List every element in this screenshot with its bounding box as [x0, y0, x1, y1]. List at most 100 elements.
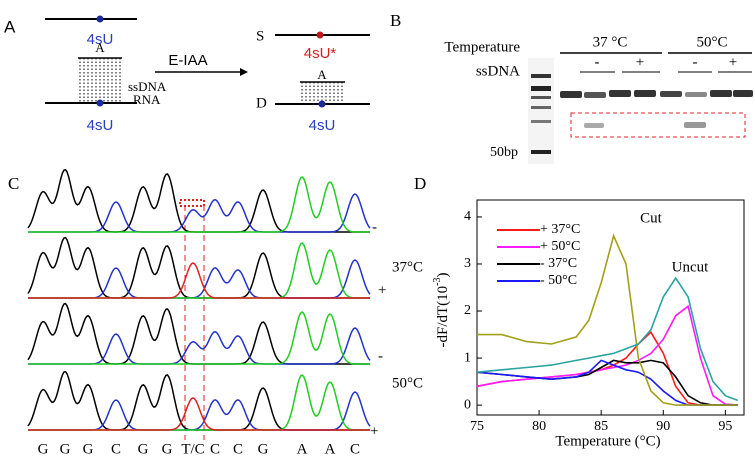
panel-d: D Temperature (°C) -dF/dT(10-3) Cut Uncu… [414, 174, 745, 449]
band [584, 123, 604, 128]
temp-label: 37 °C [593, 34, 628, 50]
base-label: G [60, 441, 71, 457]
state-label: + [729, 54, 737, 70]
base-label: G [138, 441, 149, 457]
ladder-band [531, 120, 551, 123]
base-label: C [111, 441, 121, 457]
trace [28, 311, 370, 365]
temp-label: 37°C [392, 259, 423, 275]
base-label: G [38, 441, 49, 457]
label: ssDNA [128, 79, 167, 94]
band [560, 91, 582, 98]
base-label: C [350, 441, 360, 457]
legend-label: + 50°C [540, 239, 580, 254]
trace [27, 236, 370, 299]
row-label: - [372, 219, 377, 235]
ladder-band [531, 96, 551, 99]
nucleotide-dot [96, 99, 104, 107]
band [609, 90, 631, 97]
y-axis-label: -dF/dT(10-3) [432, 272, 451, 347]
base-label: G [83, 441, 94, 457]
annotation: Cut [640, 210, 663, 226]
base-label: G [162, 441, 173, 457]
base-label: T/C [181, 441, 204, 457]
panel-b: B Temperature ssDNA 37 °C 50°C - + - + [390, 11, 753, 164]
base-label: A [325, 441, 336, 457]
ladder-lane [528, 58, 554, 164]
label: D [256, 95, 267, 111]
band [685, 92, 707, 97]
y-axis-label-sup: -3 [432, 277, 443, 285]
plot-frame [476, 199, 745, 416]
x-tick-label: 85 [594, 419, 608, 434]
base-label: C [210, 441, 220, 457]
label: 4sU [87, 117, 114, 134]
panel-label: B [390, 11, 401, 30]
legend-label: + 37°C [540, 222, 580, 237]
trace [28, 176, 370, 233]
legend-label: - 37°C [540, 256, 577, 271]
band [660, 91, 682, 97]
gel [528, 58, 753, 164]
trace [28, 242, 370, 299]
highlight-box [179, 199, 205, 207]
panel-label: D [414, 174, 426, 193]
x-tick-label: 90 [656, 419, 670, 434]
row-label: Temperature [444, 39, 520, 55]
label: S [256, 28, 264, 44]
highlight-box [570, 112, 746, 138]
ladder-band [531, 106, 551, 109]
x-tick-label: 80 [532, 419, 546, 434]
panel-label: A [4, 17, 16, 36]
y-tick-label: 4 [464, 209, 471, 224]
trace [28, 193, 371, 233]
ladder-band [531, 74, 551, 78]
label: 4sU* [304, 45, 337, 62]
row-label: - [378, 348, 383, 364]
y-tick-label: 1 [464, 350, 471, 365]
label: E-IAA [168, 52, 207, 69]
row-label: + [378, 282, 386, 298]
base-label: G [258, 441, 269, 457]
legend-label: - 50°C [540, 273, 577, 288]
trace [27, 370, 370, 431]
base-label: C [233, 441, 243, 457]
trace [28, 397, 370, 431]
nucleotide-dot [96, 15, 104, 23]
series-line [476, 276, 739, 402]
label: RNA [133, 92, 161, 107]
label: A [95, 40, 105, 55]
trace [28, 391, 371, 431]
series-line [477, 233, 738, 406]
ladder-band [531, 150, 551, 154]
x-tick-label: 75 [470, 419, 484, 434]
band [584, 92, 606, 98]
y-axis-label-end: ) [435, 272, 451, 277]
band [710, 90, 732, 97]
band [733, 90, 753, 97]
band [684, 122, 706, 128]
nucleotide-dot [318, 100, 326, 108]
label: A [317, 67, 327, 82]
base-label: A [297, 441, 308, 457]
temp-label: 50°C [696, 34, 727, 50]
marker-label: 50bp [490, 145, 518, 160]
state-label: - [595, 54, 600, 70]
row-label: + [370, 423, 378, 439]
trace [28, 262, 370, 299]
ladder-band [531, 86, 551, 91]
trace [27, 168, 370, 233]
y-tick-label: 3 [464, 256, 471, 271]
x-axis-label: Temperature (°C) [555, 433, 660, 449]
temp-label: 50°C [392, 375, 423, 391]
state-label: + [636, 54, 644, 70]
duplex-hatch [300, 81, 345, 104]
y-tick-label: 0 [464, 397, 471, 412]
label: 4sU [309, 117, 336, 134]
duplex-hatch [78, 57, 122, 103]
series-line [476, 304, 738, 406]
trace [27, 302, 370, 365]
state-label: - [693, 54, 698, 70]
